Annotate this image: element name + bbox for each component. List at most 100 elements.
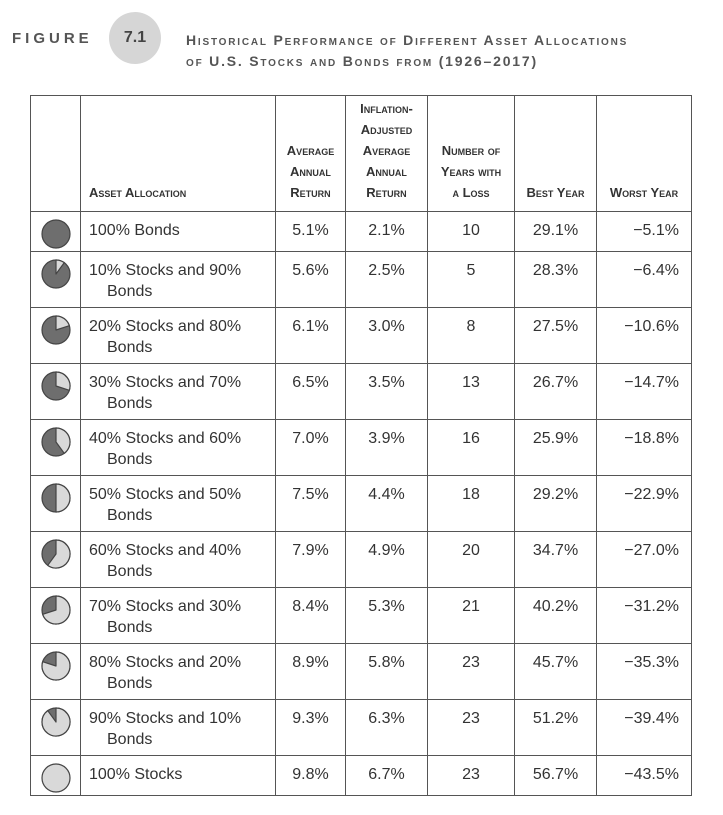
worst-year-cell: −18.8% — [596, 419, 692, 476]
inflation-adjusted-return-cell: 4.4% — [345, 475, 428, 532]
allocation-label-line2: Bonds — [107, 675, 153, 692]
worst-year-cell: −43.5% — [596, 755, 692, 796]
table-row: 100% Bonds 5.1% 2.1% 10 29.1% −5.1% — [30, 211, 692, 252]
header-text: Return — [366, 185, 407, 200]
average-annual-return-cell: 6.1% — [275, 307, 346, 364]
pie-stocks-slice — [54, 259, 65, 275]
allocation-label: 40% Stocks and 60% Bonds — [80, 419, 276, 476]
allocation-label-line2: Bonds — [107, 563, 153, 580]
table-row: 70% Stocks and 30% Bonds 8.4% 5.3% 21 40.2% −3… — [30, 587, 692, 644]
worst-year-cell: −5.1% — [596, 211, 692, 252]
allocation-pie-cell — [30, 587, 81, 644]
header-text: Return — [290, 185, 331, 200]
average-annual-return-cell: 7.9% — [275, 531, 346, 588]
inflation-adjusted-return-cell: 3.0% — [345, 307, 428, 364]
pie-bonds-slice — [40, 219, 71, 249]
average-annual-return-cell: 5.6% — [275, 251, 346, 308]
average-annual-return-cell: 8.9% — [275, 643, 346, 700]
allocation-pie-cell — [30, 643, 81, 700]
best-year-cell: 25.9% — [514, 419, 597, 476]
years-with-loss-cell: 23 — [427, 643, 515, 700]
allocation-pie-icon — [40, 371, 71, 401]
allocation-label: 50% Stocks and 50% Bonds — [80, 475, 276, 532]
header-text: Average — [362, 143, 411, 158]
inflation-adjusted-return-cell: 6.7% — [345, 755, 428, 796]
table-row: 50% Stocks and 50% Bonds 7.5% 4.4% 18 29.2% −2… — [30, 475, 692, 532]
allocation-label-line1: 100% Stocks — [89, 766, 183, 783]
table-row: 40% Stocks and 60% Bonds 7.0% 3.9% 16 25.9% −1… — [30, 419, 692, 476]
header-best-year: Best Year — [514, 95, 597, 212]
header-inflation-adjusted-return: Inflation- Adjusted Average Annual Retur… — [345, 95, 428, 212]
inflation-adjusted-return-cell: 5.8% — [345, 643, 428, 700]
worst-year-cell: −14.7% — [596, 363, 692, 420]
table-row: 60% Stocks and 40% Bonds 7.9% 4.9% 20 34.7% −2… — [30, 531, 692, 588]
years-with-loss-cell: 20 — [427, 531, 515, 588]
years-with-loss-cell: 23 — [427, 699, 515, 756]
allocation-label-line1: 80% Stocks and 20% — [89, 654, 242, 671]
table-row: 20% Stocks and 80% Bonds 6.1% 3.0% 8 27.5% −10… — [30, 307, 692, 364]
best-year-cell: 27.5% — [514, 307, 597, 364]
pie-stocks-slice — [54, 483, 71, 513]
allocation-label-line2: Bonds — [107, 339, 153, 356]
pie-stocks-slice — [54, 315, 70, 331]
average-annual-return-cell: 7.5% — [275, 475, 346, 532]
best-year-cell: 51.2% — [514, 699, 597, 756]
header-asset-allocation: Asset Allocation — [80, 95, 276, 212]
allocation-label: 90% Stocks and 10% Bonds — [80, 699, 276, 756]
worst-year-cell: −31.2% — [596, 587, 692, 644]
table-row: 100% Stocks 9.8% 6.7% 23 56.7% −43.5% — [30, 755, 692, 796]
inflation-adjusted-return-cell: 6.3% — [345, 699, 428, 756]
allocation-label: 10% Stocks and 90% Bonds — [80, 251, 276, 308]
header-years-with-loss: Number of Years with a Loss — [427, 95, 515, 212]
allocation-label-line1: 40% Stocks and 60% — [89, 430, 242, 447]
allocation-pie-icon — [40, 315, 71, 345]
allocation-pie-cell — [30, 307, 81, 364]
pie-stocks-slice — [41, 595, 71, 625]
allocation-label-line2: Bonds — [107, 451, 153, 468]
allocation-pie-cell — [30, 419, 81, 476]
average-annual-return-cell: 6.5% — [275, 363, 346, 420]
pie-stocks-slice — [40, 651, 71, 681]
years-with-loss-cell: 21 — [427, 587, 515, 644]
allocation-pie-cell — [30, 211, 81, 252]
inflation-adjusted-return-cell: 3.9% — [345, 419, 428, 476]
allocation-label-line1: 20% Stocks and 80% — [89, 318, 242, 335]
inflation-adjusted-return-cell: 4.9% — [345, 531, 428, 588]
header-worst-year: Worst Year — [596, 95, 692, 212]
allocation-label-line2: Bonds — [107, 395, 153, 412]
years-with-loss-cell: 23 — [427, 755, 515, 796]
allocation-label-line1: 10% Stocks and 90% — [89, 262, 242, 279]
inflation-adjusted-return-cell: 5.3% — [345, 587, 428, 644]
inflation-adjusted-return-cell: 3.5% — [345, 363, 428, 420]
allocation-label-line1: 50% Stocks and 50% — [89, 486, 242, 503]
allocation-label-line2: Bonds — [107, 507, 153, 524]
average-annual-return-cell: 9.3% — [275, 699, 346, 756]
average-annual-return-cell: 5.1% — [275, 211, 346, 252]
years-with-loss-cell: 18 — [427, 475, 515, 532]
allocation-label-line1: 30% Stocks and 70% — [89, 374, 242, 391]
allocation-pie-icon — [40, 707, 71, 737]
allocation-label-line2: Bonds — [107, 283, 153, 300]
allocation-label: 70% Stocks and 30% Bonds — [80, 587, 276, 644]
header-text: Years with — [440, 164, 502, 179]
header-pie-column — [30, 95, 81, 212]
allocation-pie-icon — [40, 595, 71, 625]
pie-stocks-slice — [54, 371, 71, 391]
table-row: 90% Stocks and 10% Bonds 9.3% 6.3% 23 51.2% −3… — [30, 699, 692, 756]
allocation-label: 60% Stocks and 40% Bonds — [80, 531, 276, 588]
best-year-cell: 26.7% — [514, 363, 597, 420]
years-with-loss-cell: 13 — [427, 363, 515, 420]
pie-stocks-slice — [40, 707, 71, 737]
allocation-pie-icon — [40, 483, 71, 513]
allocation-label-line2: Bonds — [107, 619, 153, 636]
allocation-pie-icon — [40, 427, 71, 457]
best-year-cell: 29.2% — [514, 475, 597, 532]
average-annual-return-cell: 7.0% — [275, 419, 346, 476]
years-with-loss-cell: 16 — [427, 419, 515, 476]
header-text: Average — [286, 143, 335, 158]
best-year-cell: 56.7% — [514, 755, 597, 796]
allocation-label: 100% Bonds — [80, 211, 276, 252]
allocation-pie-cell — [30, 531, 81, 588]
average-annual-return-cell: 8.4% — [275, 587, 346, 644]
allocation-pie-icon — [40, 259, 71, 289]
